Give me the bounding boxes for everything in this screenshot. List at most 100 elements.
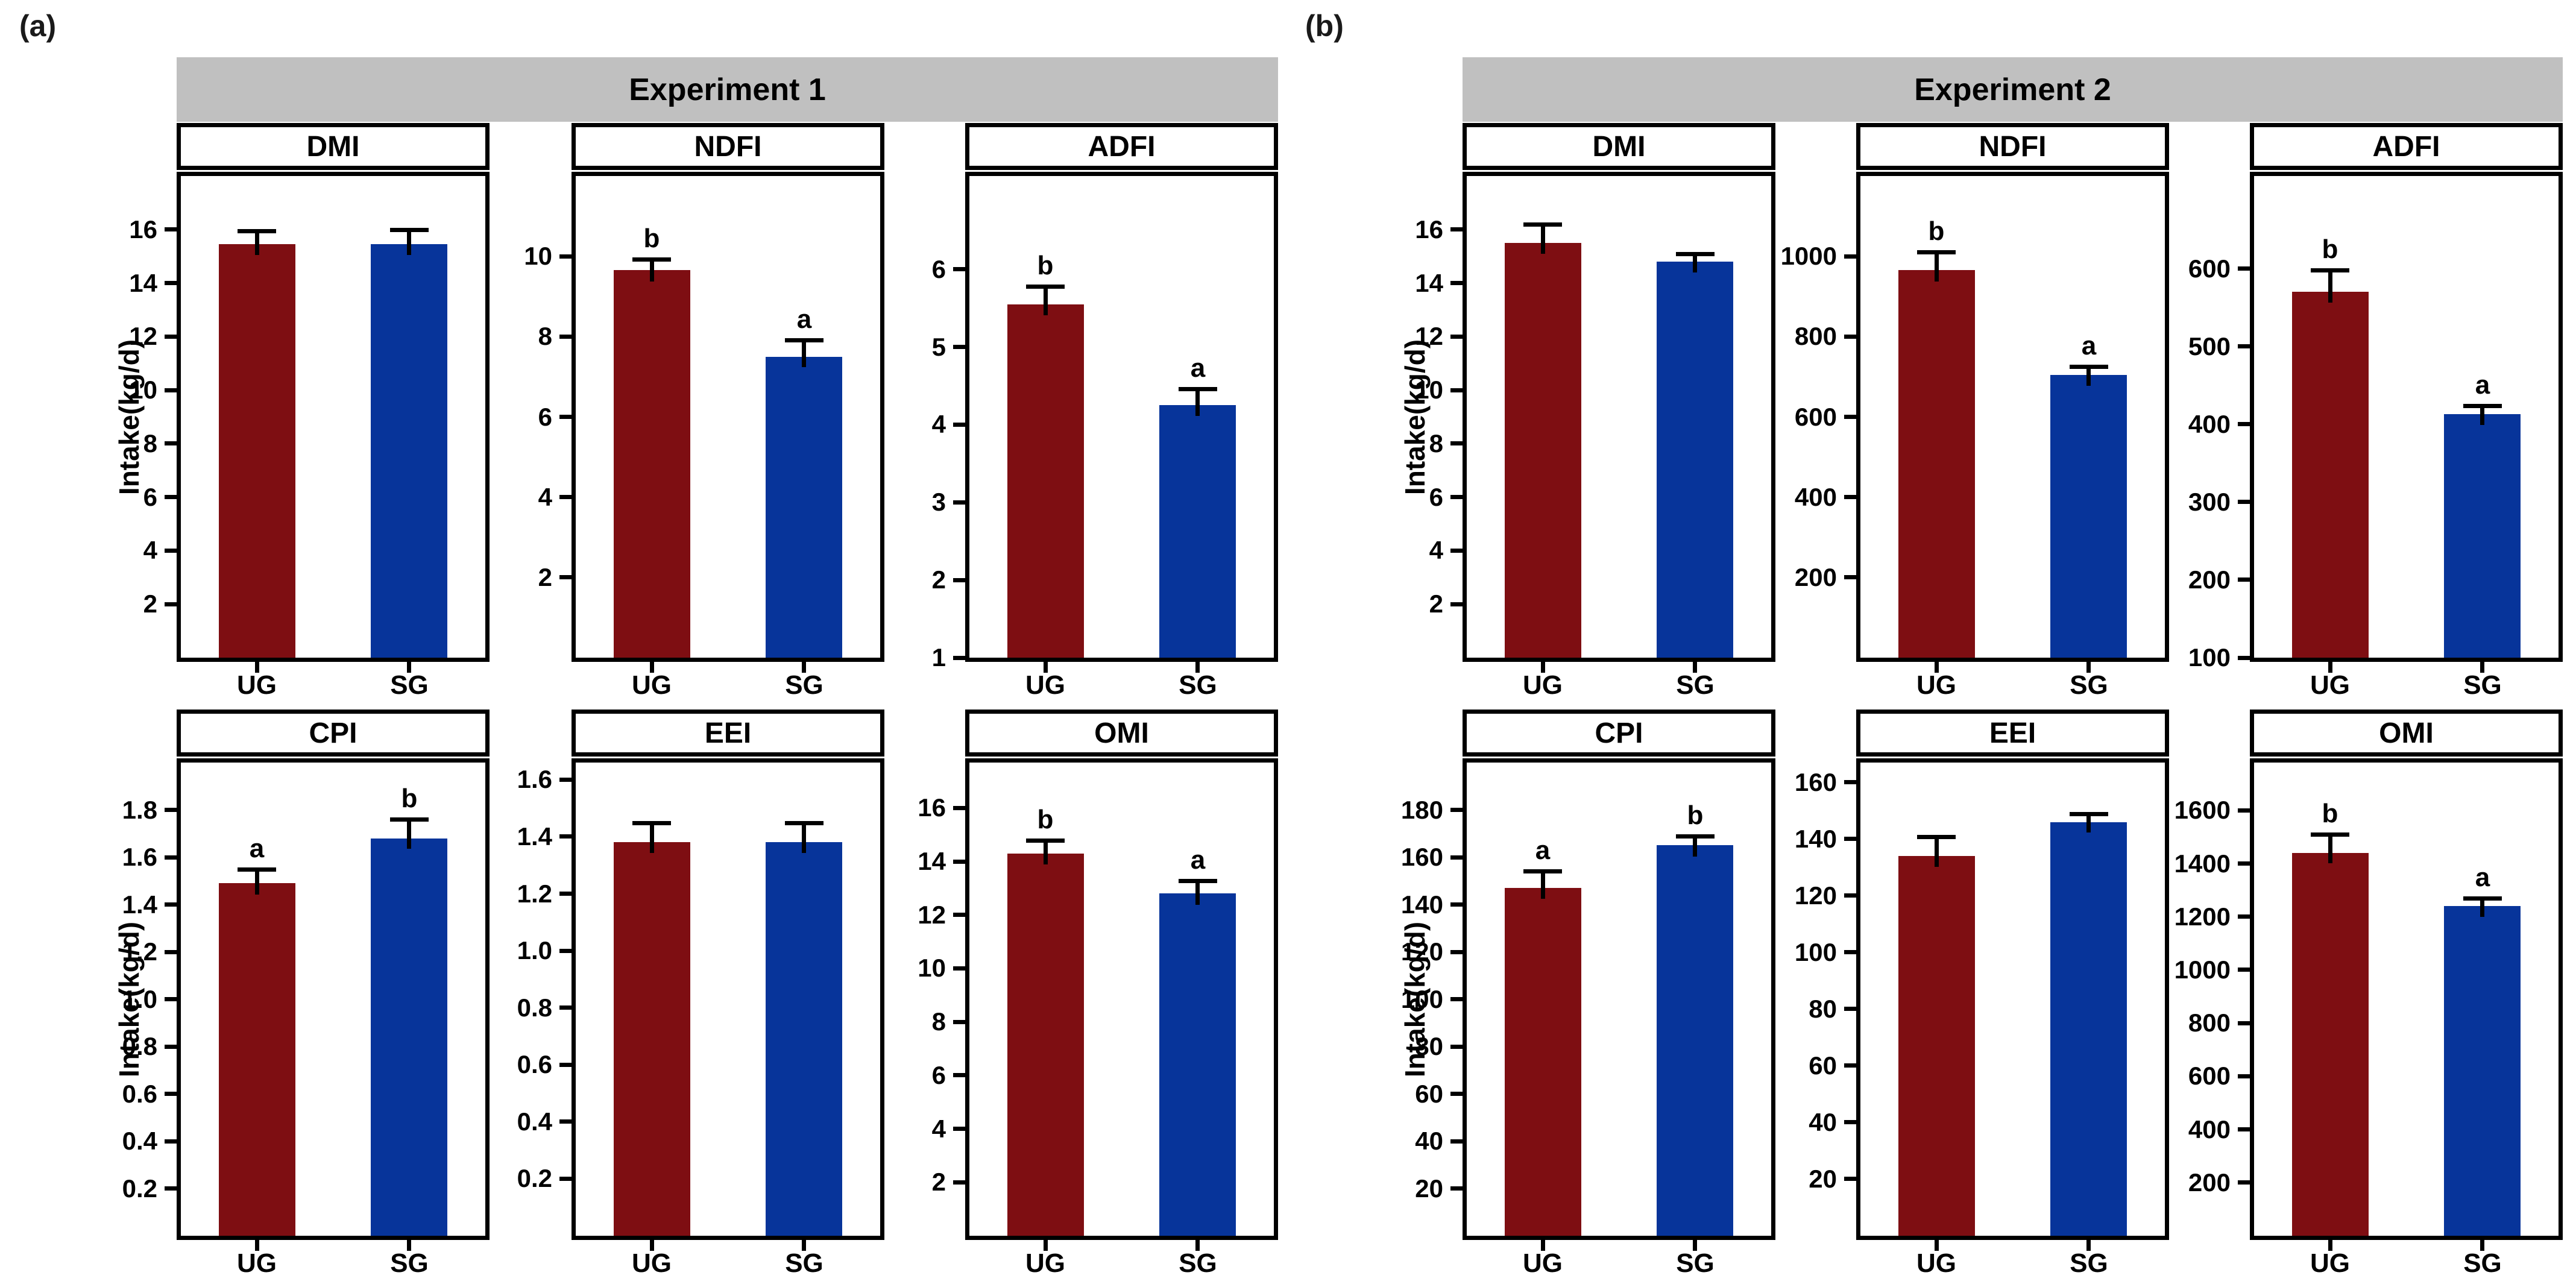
y-tick-label: 8 xyxy=(143,429,157,458)
sig-letter: a xyxy=(2081,331,2097,360)
y-tick-label: 40 xyxy=(1809,1108,1837,1136)
y-tick-label: 2 xyxy=(143,590,157,618)
y-tick xyxy=(2238,914,2250,919)
y-tick-label: 1.6 xyxy=(122,843,157,871)
y-tick xyxy=(953,656,965,660)
x-tick xyxy=(1195,662,1200,673)
x-tick xyxy=(2480,1240,2484,1251)
bar-sg xyxy=(766,357,842,658)
chart-title-box xyxy=(1856,710,2169,757)
y-tick xyxy=(559,778,572,782)
bar-ug xyxy=(1505,888,1581,1236)
y-tick xyxy=(1450,227,1463,231)
y-tick xyxy=(165,808,177,812)
y-tick-label: 1.2 xyxy=(517,880,552,908)
chart-title-box xyxy=(965,123,1278,170)
error-bar-stem xyxy=(1693,256,1697,272)
x-group-label: UG xyxy=(1523,1248,1563,1278)
y-tick xyxy=(2238,1127,2250,1131)
x-group-label: SG xyxy=(785,1248,824,1278)
y-tick xyxy=(1450,997,1463,1001)
y-tick xyxy=(2238,266,2250,271)
sig-letter: b xyxy=(1928,216,1945,246)
x-group-label: UG xyxy=(1916,670,1956,700)
y-tick xyxy=(165,1139,177,1144)
bar-sg xyxy=(1159,893,1236,1236)
y-tick-label: 0.6 xyxy=(517,1050,552,1078)
x-group-label: SG xyxy=(2070,1248,2108,1278)
error-bar-stem xyxy=(2086,816,2091,832)
y-tick-label: 300 xyxy=(2188,488,2231,516)
error-bar-stem xyxy=(2328,272,2332,303)
error-bar-cap xyxy=(1917,250,1956,254)
error-bar-stem xyxy=(2086,369,2091,386)
y-tick-label: 2 xyxy=(931,1168,946,1196)
y-tick xyxy=(2238,1180,2250,1185)
x-group-label: SG xyxy=(785,670,824,700)
y-tick xyxy=(2238,808,2250,813)
panel-a-label: (a) xyxy=(19,9,57,43)
error-bar-stem xyxy=(407,232,411,255)
y-tick xyxy=(2238,968,2250,972)
y-tick xyxy=(1450,902,1463,907)
chart-title: NDFI xyxy=(1979,130,2047,163)
error-bar-cap xyxy=(238,867,276,872)
error-bar-stem xyxy=(1693,839,1697,857)
x-group-label: UG xyxy=(2310,1248,2350,1278)
chart-title: ADFI xyxy=(1088,130,1156,163)
error-bar-stem xyxy=(1541,873,1545,899)
y-tick xyxy=(2238,422,2250,426)
y-tick xyxy=(1450,1092,1463,1096)
error-bar-stem xyxy=(2328,837,2332,863)
y-tick-label: 160 xyxy=(1400,843,1443,871)
bar-sg xyxy=(1657,262,1733,658)
y-tick-label: 6 xyxy=(931,255,946,283)
x-group-label: SG xyxy=(1179,1248,1217,1278)
error-bar-cap xyxy=(785,821,824,825)
y-tick xyxy=(165,549,177,553)
y-tick-label: 600 xyxy=(2188,254,2231,283)
error-bar-cap xyxy=(785,338,824,342)
y-tick-label: 1 xyxy=(931,643,946,672)
x-tick xyxy=(1541,662,1545,673)
y-tick-label: 1.2 xyxy=(122,937,157,966)
chart-title-box xyxy=(1856,123,2169,170)
y-tick-label: 1.6 xyxy=(517,765,552,793)
panel-b-label: (b) xyxy=(1305,9,1344,43)
y-tick xyxy=(1450,495,1463,499)
y-tick xyxy=(165,1186,177,1191)
x-group-label: UG xyxy=(632,670,672,700)
y-tick xyxy=(953,966,965,971)
y-tick-label: 16 xyxy=(918,793,946,822)
y-tick-label: 10 xyxy=(524,242,552,270)
bar-ug xyxy=(219,883,295,1236)
chart-title-box xyxy=(2250,123,2563,170)
y-tick-label: 100 xyxy=(2188,643,2231,672)
y-tick xyxy=(165,1092,177,1096)
sig-letter: b xyxy=(1687,801,1704,830)
y-tick-label: 12 xyxy=(1415,322,1443,350)
y-tick-label: 4 xyxy=(931,410,946,438)
y-tick-label: 120 xyxy=(1794,881,1837,910)
bar-ug xyxy=(2292,853,2369,1236)
y-tick xyxy=(559,335,572,339)
error-bar-stem xyxy=(1044,289,1048,315)
bar-sg xyxy=(766,842,842,1236)
y-tick-label: 80 xyxy=(1415,1032,1443,1060)
y-tick-label: 5 xyxy=(931,333,946,361)
y-tick-label: 140 xyxy=(1400,890,1443,919)
y-tick-label: 200 xyxy=(1794,563,1837,591)
y-tick-label: 14 xyxy=(1415,269,1443,297)
chart-title: ADFI xyxy=(2372,130,2440,163)
y-tick-label: 14 xyxy=(129,269,157,297)
y-tick xyxy=(559,1005,572,1010)
experiment-header: Experiment 1 xyxy=(177,57,1278,122)
y-tick xyxy=(2238,577,2250,582)
chart-title: DMI xyxy=(306,130,360,163)
error-bar-stem xyxy=(1541,227,1545,254)
error-bar-stem xyxy=(1195,391,1200,416)
error-bar-cap xyxy=(238,229,276,233)
y-tick xyxy=(2238,344,2250,348)
y-tick-label: 14 xyxy=(918,847,946,875)
